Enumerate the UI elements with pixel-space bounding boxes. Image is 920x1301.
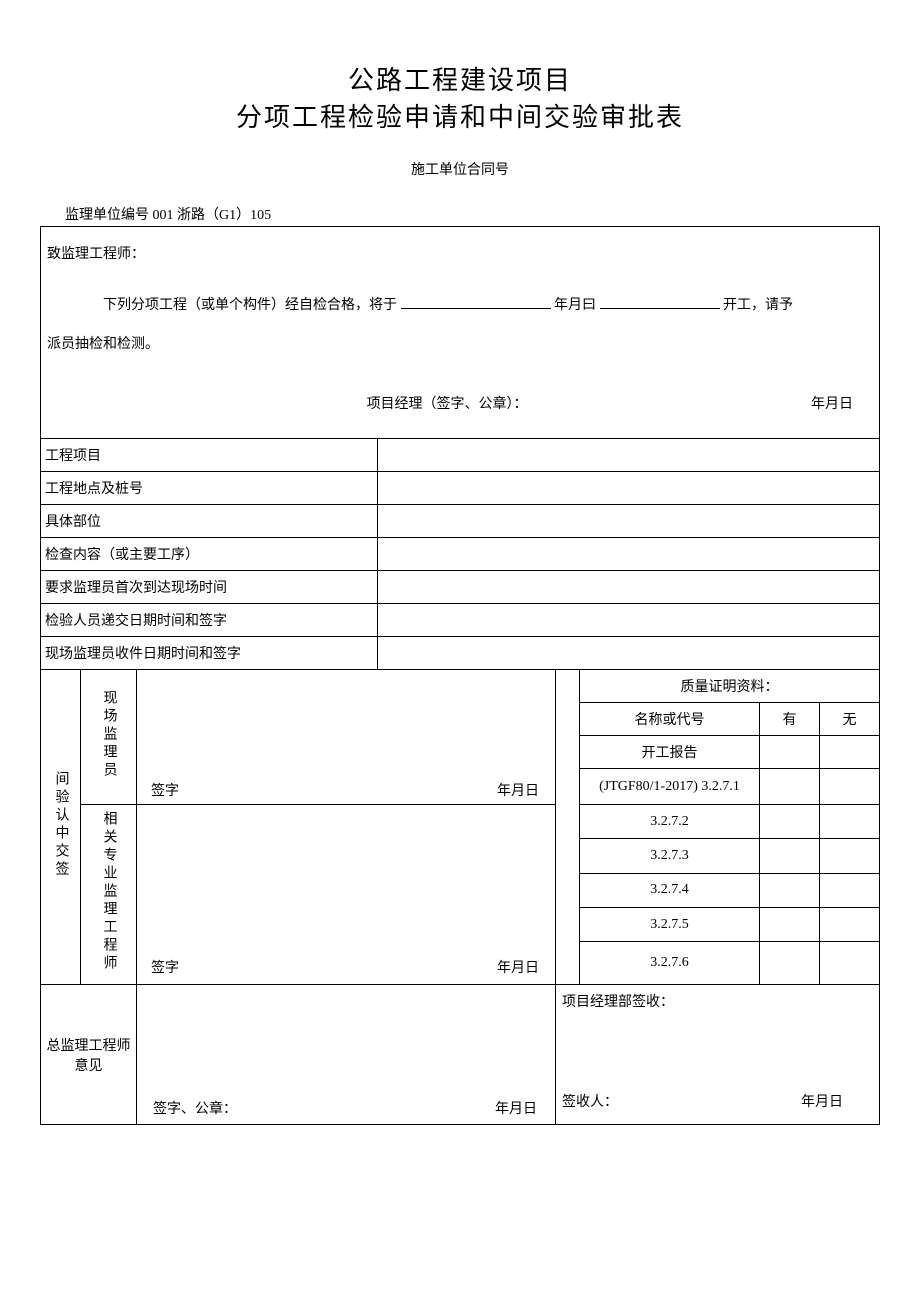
receive-cell[interactable]: 项目经理部签收： 签收人： 年月日 [556, 985, 880, 1125]
intro-text-b: 年月曰 [554, 298, 596, 313]
midsign-col1-text: 间验认中交签 [51, 771, 71, 879]
pm-sign-date: 年月日 [720, 385, 863, 424]
midsign-col1: 间验认中交签 [41, 669, 81, 985]
quality-no-1[interactable] [820, 768, 880, 805]
intro-text-c: 开工，请予 [723, 298, 793, 313]
label-receive: 现场监理员收件日期时间和签字 [41, 636, 378, 669]
quality-no-4[interactable] [820, 873, 880, 907]
quality-no-6[interactable] [820, 942, 880, 985]
sig-date: 年月日 [497, 780, 549, 800]
value-first-arrive[interactable] [377, 570, 879, 603]
spec-engineer-label: 相关专业监理工程师 [81, 805, 137, 985]
chief-row: 总监理工程师意见 签字、公章： 年月日 项目经理部签收： 签收人： 年月日 [41, 985, 880, 1125]
spec-engineer-sigline: 签字 年月日 [137, 942, 556, 985]
quality-no-5[interactable] [820, 907, 880, 941]
blank-field-1[interactable] [401, 292, 551, 309]
subtitle: 施工单位合同号 [40, 159, 880, 179]
site-supervisor-label: 现场监理员 [81, 669, 137, 805]
row-content: 检查内容（或主要工序） [41, 537, 880, 570]
quality-yes-3[interactable] [760, 839, 820, 873]
midsign-row-4: 签字 年月日 (JTGF80/1-2017) 3.2.7.1 [41, 768, 880, 805]
quality-col-no: 无 [820, 702, 880, 735]
quality-item-1: (JTGF80/1-2017) 3.2.7.1 [580, 768, 760, 805]
quality-item-0: 开工报告 [580, 735, 760, 768]
quality-col-name: 名称或代号 [580, 702, 760, 735]
site-supervisor-signarea[interactable] [137, 669, 556, 768]
title-line-1: 公路工程建设项目 [40, 60, 880, 97]
quality-yes-1[interactable] [760, 768, 820, 805]
chief-label: 总监理工程师意见 [41, 985, 137, 1125]
label-content: 检查内容（或主要工序） [41, 537, 378, 570]
row-submit: 检验人员递交日期时间和签字 [41, 603, 880, 636]
row-location: 工程地点及桩号 [41, 471, 880, 504]
row-first-arrive: 要求监理员首次到达现场时间 [41, 570, 880, 603]
midsign-row-5: 相关专业监理工程师 3.2.7.2 [41, 805, 880, 839]
value-submit[interactable] [377, 603, 879, 636]
sig-date-2: 年月日 [497, 957, 549, 977]
quality-yes-2[interactable] [760, 805, 820, 839]
quality-yes-5[interactable] [760, 907, 820, 941]
intro-body-line2: 派员抽检和检测。 [47, 325, 873, 364]
value-location[interactable] [377, 471, 879, 504]
intro-row: 致监理工程师： 下列分项工程（或单个构件）经自检合格，将于 年月曰 开工，请予 … [41, 227, 880, 439]
midsign-row-9: 签字 年月日 3.2.7.6 [41, 942, 880, 985]
pm-sign-label: 项目经理（签字、公章）： [367, 385, 721, 424]
value-content[interactable] [377, 537, 879, 570]
quality-no-0[interactable] [820, 735, 880, 768]
pm-signature-row: 项目经理（签字、公章）： 年月日 [47, 365, 873, 430]
label-part: 具体部位 [41, 504, 378, 537]
quality-item-6: 3.2.7.6 [580, 942, 760, 985]
intro-text-a: 下列分项工程（或单个构件）经自检合格，将于 [103, 298, 397, 313]
to-engineer-label: 致监理工程师： [47, 235, 873, 274]
receive-signer: 签收人： [562, 1091, 618, 1111]
reference-number: 监理单位编号 001 浙路（G1）105 [40, 204, 880, 224]
spec-engineer-signarea[interactable] [137, 805, 556, 942]
sig-label: 签字 [143, 780, 179, 800]
form-table: 致监理工程师： 下列分项工程（或单个构件）经自检合格，将于 年月曰 开工，请予 … [40, 226, 880, 1125]
quality-no-3[interactable] [820, 839, 880, 873]
row-part: 具体部位 [41, 504, 880, 537]
chief-sign-seal: 签字、公章： [145, 1098, 237, 1118]
quality-yes-6[interactable] [760, 942, 820, 985]
receive-header: 项目经理部签收： [562, 991, 873, 1011]
quality-header: 质量证明资料： [580, 669, 880, 702]
label-project: 工程项目 [41, 438, 378, 471]
intro-body-line1: 下列分项工程（或单个构件）经自检合格，将于 年月曰 开工，请予 [47, 286, 873, 325]
title-line-2: 分项工程检验申请和中间交验审批表 [40, 97, 880, 134]
spacer-col [556, 669, 580, 985]
sig-label-2: 签字 [143, 957, 179, 977]
label-location: 工程地点及桩号 [41, 471, 378, 504]
label-first-arrive: 要求监理员首次到达现场时间 [41, 570, 378, 603]
value-project[interactable] [377, 438, 879, 471]
quality-yes-0[interactable] [760, 735, 820, 768]
receive-date: 年月日 [801, 1091, 873, 1111]
chief-sign-cell[interactable]: 签字、公章： 年月日 [137, 985, 556, 1125]
quality-item-2: 3.2.7.2 [580, 805, 760, 839]
row-project: 工程项目 [41, 438, 880, 471]
quality-yes-4[interactable] [760, 873, 820, 907]
value-receive[interactable] [377, 636, 879, 669]
chief-date: 年月日 [495, 1098, 547, 1118]
quality-item-4: 3.2.7.4 [580, 873, 760, 907]
row-receive: 现场监理员收件日期时间和签字 [41, 636, 880, 669]
value-part[interactable] [377, 504, 879, 537]
midsign-row-1: 间验认中交签 现场监理员 质量证明资料： [41, 669, 880, 702]
quality-item-3: 3.2.7.3 [580, 839, 760, 873]
quality-item-5: 3.2.7.5 [580, 907, 760, 941]
label-submit: 检验人员递交日期时间和签字 [41, 603, 378, 636]
title-block: 公路工程建设项目 分项工程检验申请和中间交验审批表 [40, 60, 880, 134]
blank-field-2[interactable] [600, 292, 720, 309]
quality-col-yes: 有 [760, 702, 820, 735]
document-page: 公路工程建设项目 分项工程检验申请和中间交验审批表 施工单位合同号 监理单位编号… [40, 60, 880, 1125]
site-supervisor-sigline: 签字 年月日 [137, 768, 556, 805]
quality-no-2[interactable] [820, 805, 880, 839]
